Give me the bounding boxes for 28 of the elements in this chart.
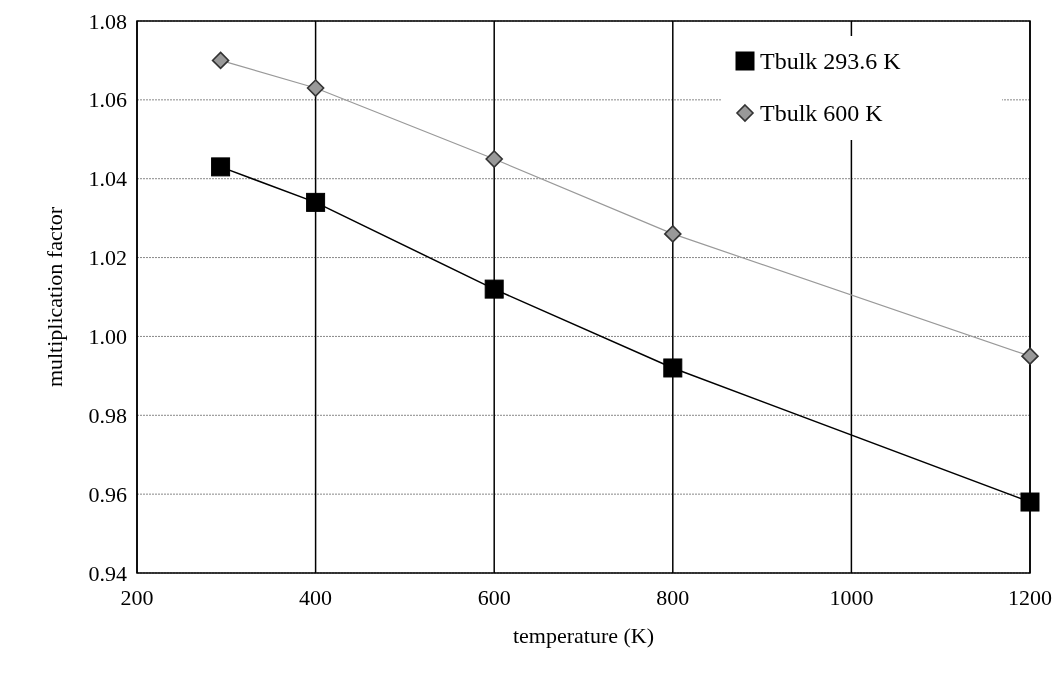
y-tick-label: 1.02: [88, 245, 127, 271]
point: [1020, 492, 1040, 512]
legend-label: Tbulk 600 K: [760, 100, 884, 126]
y-tick-label: 0.96: [88, 481, 127, 507]
point: [211, 51, 230, 70]
y-axis-title: multiplication factor: [42, 206, 67, 388]
point: [485, 150, 503, 168]
point: [664, 225, 682, 243]
point: [306, 79, 325, 97]
point: [1021, 347, 1039, 365]
x-tick-label: 200: [120, 585, 154, 610]
x-tick-label: 800: [656, 585, 690, 610]
x-tick-label: 1000: [829, 585, 874, 610]
y-tick-label: 0.94: [88, 560, 127, 586]
x-tick-label: 600: [477, 585, 511, 610]
y-tick-label: 0.98: [88, 402, 127, 428]
y-tick-label: 1.04: [88, 166, 127, 192]
x-axis-title: temperature (K): [512, 623, 655, 648]
point: [211, 157, 231, 177]
legend-label: Tbulk 293.6 K: [760, 48, 902, 74]
y-tick-label: 1.00: [88, 323, 127, 349]
y-tick-label: 1.08: [88, 8, 127, 34]
y-tick-label: 1.06: [88, 87, 127, 113]
x-tick-label: 1200: [1008, 585, 1052, 610]
point: [306, 192, 326, 212]
point: [484, 279, 504, 299]
point: [663, 358, 683, 378]
x-tick-label: 400: [299, 585, 333, 610]
